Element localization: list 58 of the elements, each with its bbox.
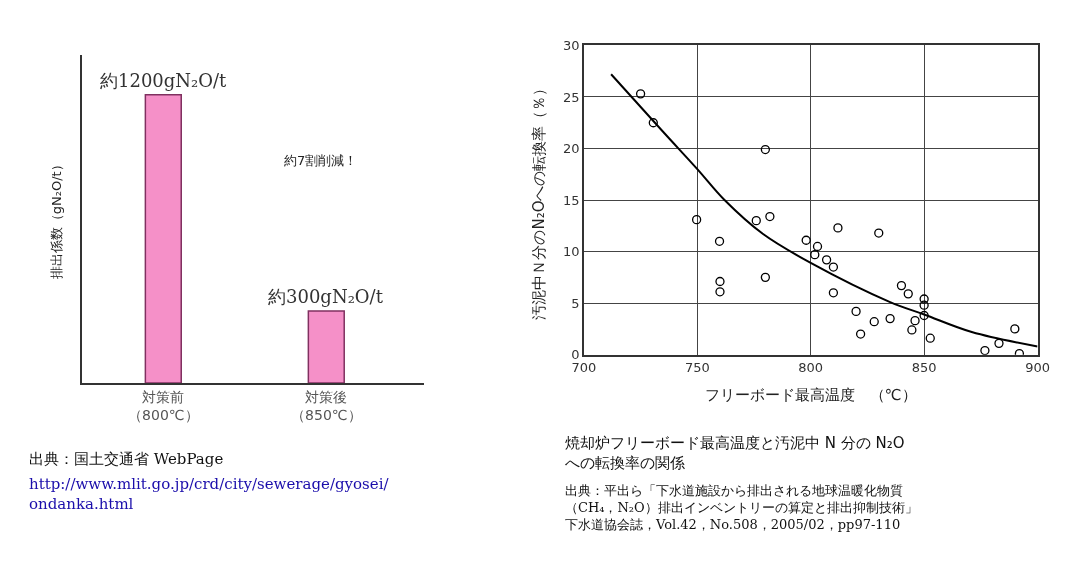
x-tick-label: 700 — [571, 360, 597, 376]
point — [765, 211, 775, 222]
y-tick-label: 20 — [563, 141, 580, 157]
annotation: 約7割削減！ — [284, 153, 358, 168]
point — [919, 310, 929, 321]
y-axis-title: 汚泥中Ｎ分のN₂Oへの転換率（％） — [529, 80, 548, 320]
point — [874, 228, 884, 238]
x-tick-label: 対策後（850℃） — [291, 388, 362, 423]
point — [821, 255, 832, 265]
point — [691, 214, 702, 225]
point — [833, 223, 843, 233]
x-axis-title: フリーボード最高温度 （℃） — [704, 385, 917, 404]
source-note: 出典：国土交通省 WebPage — [29, 450, 224, 468]
point — [919, 294, 929, 304]
point — [885, 313, 895, 324]
text: 焼却炉フリーボード最高温度と汚泥中 N 分の N₂Oへの転換率の関係 — [565, 434, 905, 472]
point — [925, 333, 935, 343]
point — [851, 306, 861, 317]
point — [1010, 324, 1020, 334]
point — [760, 144, 771, 155]
x-tick-label: 850 — [911, 360, 937, 376]
point — [855, 329, 866, 339]
point — [810, 250, 820, 260]
x-tick-label: 900 — [1025, 360, 1050, 376]
point — [919, 300, 929, 310]
point — [910, 316, 920, 326]
line-series — [610, 73, 1038, 348]
point — [828, 288, 839, 298]
data-label: 約1200gN₂O/t — [100, 70, 228, 91]
point — [751, 216, 761, 226]
point — [635, 89, 646, 99]
point — [869, 317, 879, 327]
point — [903, 289, 913, 299]
y-tick-label: 10 — [563, 244, 580, 260]
point — [714, 236, 725, 246]
point — [812, 241, 823, 252]
y-tick-label: 5 — [571, 295, 580, 311]
y-tick-label: 25 — [563, 89, 580, 105]
point — [828, 262, 839, 272]
point — [801, 235, 811, 245]
data-label: 約300gN₂O/t — [268, 286, 384, 307]
source-note: 出典：平出ら「下水道施設から排出される地球温暖化物質（CH₄，N₂O）排出インベントリーの算定と排出抑制技術」下水道協会誌，Vol.42，No.508，2005/02，pp97-110 — [565, 483, 918, 532]
point — [760, 272, 771, 282]
y-axis-title: 排出係数（gN₂O/t） — [49, 158, 65, 280]
point — [896, 280, 907, 291]
point — [994, 338, 1004, 348]
x-tick-label: 対策前（800℃） — [128, 388, 199, 423]
point — [980, 345, 990, 355]
y-tick-label: 15 — [563, 192, 580, 208]
point — [715, 276, 725, 287]
point — [907, 325, 917, 335]
y-tick-label: 30 — [563, 37, 580, 53]
x-tick-label: 800 — [798, 360, 824, 376]
text: http://www.mlit.go.jp/crd/city/sewerage/gyosei/ ondanka.html — [29, 475, 390, 513]
y-tick-label: 0 — [571, 347, 580, 363]
point — [648, 118, 658, 128]
point — [715, 287, 725, 297]
x-tick-label: 750 — [684, 360, 710, 376]
